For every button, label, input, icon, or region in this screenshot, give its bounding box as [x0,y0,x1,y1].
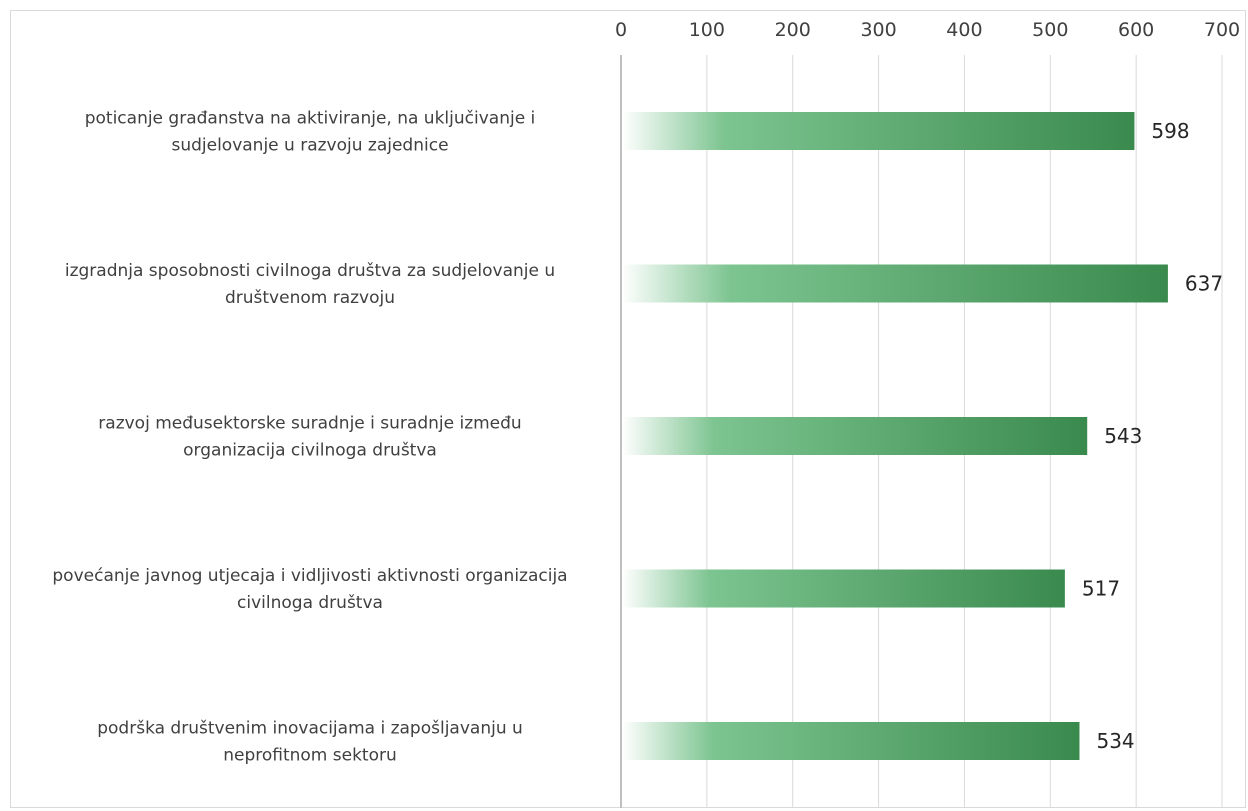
x-tick-label: 400 [946,19,982,41]
category-label: društvenom razvoju [225,288,395,308]
bar [622,264,1168,303]
category-label: izgradnja sposobnosti civilnoga društva … [65,261,555,281]
x-tick-label: 0 [615,19,627,41]
category-label: povećanje javnog utjecaja i vidljivosti … [52,566,567,586]
bar [622,417,1088,455]
category-label: neprofitnom sektoru [223,746,397,766]
chart-frame [10,10,1246,808]
category-label: poticanje građanstva na aktiviranje, na … [85,109,536,129]
value-labels: 598 637 543 517 534 [1082,119,1223,753]
value-label: 517 [1082,577,1120,601]
bars [622,112,1168,760]
gridlines [620,55,1223,808]
value-label: 637 [1185,272,1223,296]
value-label: 598 [1151,119,1189,143]
category-label: civilnoga društva [237,593,383,613]
bar [622,722,1080,760]
x-tick-label: 300 [860,19,896,41]
category-label: podrška društvenim inovacijama i zapošlj… [97,719,523,739]
x-tick-labels: 0 100 200 300 400 500 600 700 [615,19,1240,41]
x-tick-label: 100 [689,19,725,41]
category-label: razvoj međusektorske suradnje i suradnje… [98,414,521,434]
value-label: 534 [1096,729,1134,753]
category-label: sudjelovanje u razvoju zajednice [171,136,448,156]
x-tick-label: 200 [775,19,811,41]
category-labels: poticanje građanstva na aktiviranje, na … [52,109,567,766]
value-label: 543 [1104,424,1142,448]
bar [622,112,1135,150]
x-tick-label: 700 [1204,19,1240,41]
bar [622,569,1065,608]
x-tick-label: 600 [1118,19,1154,41]
category-label: organizacija civilnoga društva [183,441,437,461]
x-tick-label: 500 [1032,19,1068,41]
